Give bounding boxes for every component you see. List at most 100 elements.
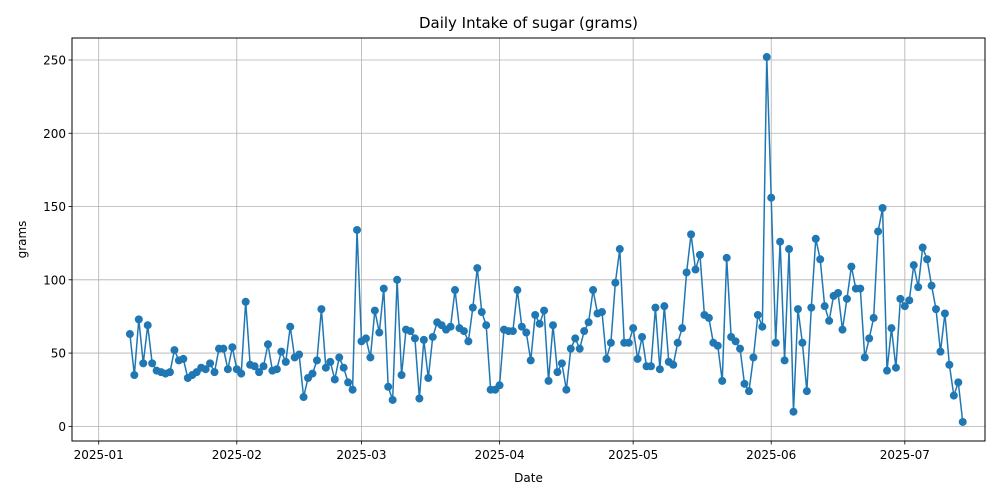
data-point [348,385,357,394]
data-point [375,328,384,337]
data-point [615,245,624,254]
data-point [811,234,820,243]
data-point [464,337,473,346]
data-point [914,283,923,292]
data-point [540,306,549,315]
data-point [722,253,731,262]
data-point [776,237,785,246]
data-point [553,368,562,377]
data-point [397,371,406,380]
data-point [277,347,286,356]
data-point [753,310,762,319]
data-point [228,343,237,352]
data-point [909,261,918,270]
x-tick-label: 2025-02 [212,448,262,462]
data-point [807,303,816,312]
data-point [179,354,188,363]
data-point [883,366,892,375]
data-point [602,354,611,363]
data-point [749,353,758,362]
data-point [272,365,281,374]
data-point [308,369,317,378]
data-point [410,334,419,343]
data-point [624,338,633,347]
data-point [816,255,825,264]
data-point [744,387,753,396]
data-point [335,353,344,362]
data-point [353,225,362,234]
data-point [905,296,914,305]
data-point [780,356,789,365]
data-point [549,321,557,330]
data-point [673,338,682,347]
data-point [219,344,228,353]
data-point [847,262,856,271]
data-point [473,264,482,273]
data-point [299,393,308,402]
data-point [949,391,958,400]
data-point [682,268,691,277]
data-point [798,338,807,347]
data-point [900,302,909,311]
data-point [415,394,424,403]
data-point [945,360,954,369]
data-point [954,378,963,387]
data-point [731,337,740,346]
data-point [384,382,393,391]
data-point [130,371,139,380]
data-point [139,359,148,368]
data-point [330,375,339,384]
data-point [388,395,397,404]
data-point [566,344,575,353]
data-point [223,365,232,374]
data-point [940,309,949,318]
data-point [339,363,348,372]
data-point [932,305,941,314]
data-point [638,332,647,341]
data-point [419,335,428,344]
data-point [148,359,157,368]
data-point [820,302,829,311]
data-point [633,354,642,363]
data-point [936,347,945,356]
data-point [767,193,776,202]
data-point [802,387,811,396]
data-point [758,322,767,331]
data-point [771,338,780,347]
y-tick-label: 100 [43,273,66,287]
series [125,53,967,426]
data-point [312,356,321,365]
data-point [856,284,865,293]
data-point [170,346,179,355]
data-point [125,330,134,339]
data-point [459,327,468,336]
data-point [740,379,749,388]
data-point [687,230,696,239]
data-point [762,53,771,62]
data-point [646,362,655,371]
data-point [495,381,504,390]
data-point [838,325,847,334]
data-point [379,284,388,293]
y-tick-label: 0 [58,420,66,434]
y-axis-title: grams [15,221,29,259]
data-point [606,338,615,347]
y-tick-label: 150 [43,200,66,214]
data-point [321,363,330,372]
x-tick-label: 2025-03 [336,448,386,462]
data-point [259,362,268,371]
data-point [370,306,379,315]
data-point [660,302,669,311]
data-point [526,356,535,365]
data-point [517,322,526,331]
data-point [785,245,794,254]
data-point [927,281,936,290]
data-point [522,328,531,337]
data-point [834,288,843,297]
data-point [134,315,143,324]
data-point [655,365,664,374]
y-tick-label: 50 [51,347,66,361]
data-point [575,344,584,353]
data-point [896,294,905,303]
data-point [237,369,246,378]
